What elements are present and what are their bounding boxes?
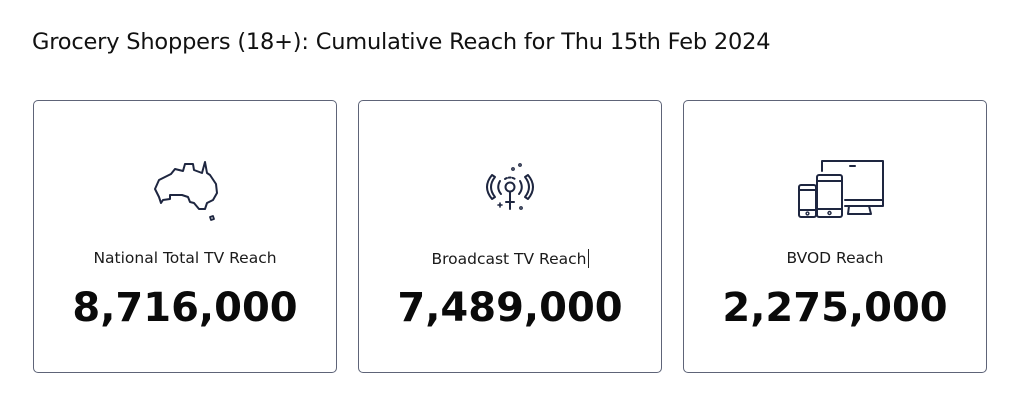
card-label: Broadcast TV Reach: [359, 249, 661, 268]
card-label-text: Broadcast TV Reach: [431, 250, 587, 268]
text-cursor: [587, 249, 589, 268]
broadcast-antenna-icon: [359, 153, 661, 223]
card-bvod-reach: BVOD Reach 2,275,000: [683, 100, 987, 373]
page-title: Grocery Shoppers (18+): Cumulative Reach…: [32, 29, 771, 55]
card-label: National Total TV Reach: [93, 249, 277, 267]
card-label: BVOD Reach: [786, 249, 884, 267]
reach-value: 7,489,000: [397, 285, 623, 331]
reach-value: 8,716,000: [72, 285, 298, 331]
card-national-total-tv-reach: National Total TV Reach 8,716,000: [33, 100, 337, 373]
reach-value: 2,275,000: [722, 285, 948, 331]
australia-map-icon: [34, 153, 336, 223]
devices-icon: [684, 153, 986, 223]
card-broadcast-tv-reach: Broadcast TV Reach 7,489,000: [358, 100, 662, 373]
